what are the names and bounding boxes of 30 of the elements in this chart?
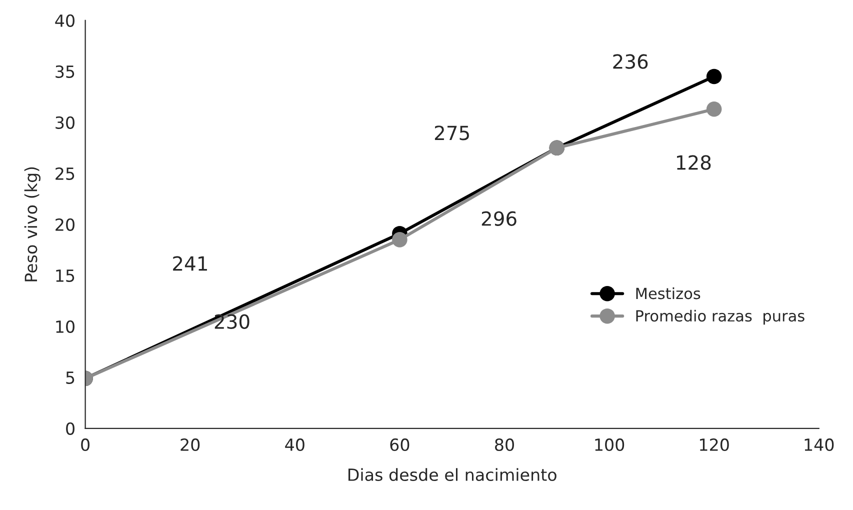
annotation: 241 [173,256,207,271]
y-tick-label: 35 [56,65,74,78]
annotation: 275 [434,126,469,140]
y-tick-label: 30 [56,116,74,129]
y-tick-label: 0 [66,422,74,435]
y-tick-label: 20 [56,218,74,231]
y-axis-title: Peso vivo (kg) [24,167,40,282]
x-tick-label: 0 [81,438,90,452]
annotation: 128 [677,155,711,170]
y-tick-label: 15 [56,270,74,282]
x-tick-label: 100 [595,438,624,452]
point [706,68,722,84]
x-tick-label: 140 [804,438,834,452]
legend-label: Mestizos [636,287,700,300]
x-tick-label: 120 [700,438,729,452]
x-tick-label: 80 [495,438,514,452]
point [392,232,408,248]
y-tick-label: 40 [55,14,74,27]
annotation: 236 [613,54,648,69]
x-axis-title: Dias desde el nacimiento [348,468,556,482]
legend-label: Promedio razas puras [636,310,804,325]
annotation: 230 [214,314,250,329]
x-tick-label: 40 [285,438,304,452]
y-tick-label: 10 [56,320,74,333]
x-tick-label: 60 [390,438,410,452]
point [706,102,722,117]
x-tick-label: 20 [180,438,200,452]
y-tick-label: 25 [56,167,74,180]
y-tick-label: 5 [66,372,74,384]
annotation: 296 [482,211,516,226]
